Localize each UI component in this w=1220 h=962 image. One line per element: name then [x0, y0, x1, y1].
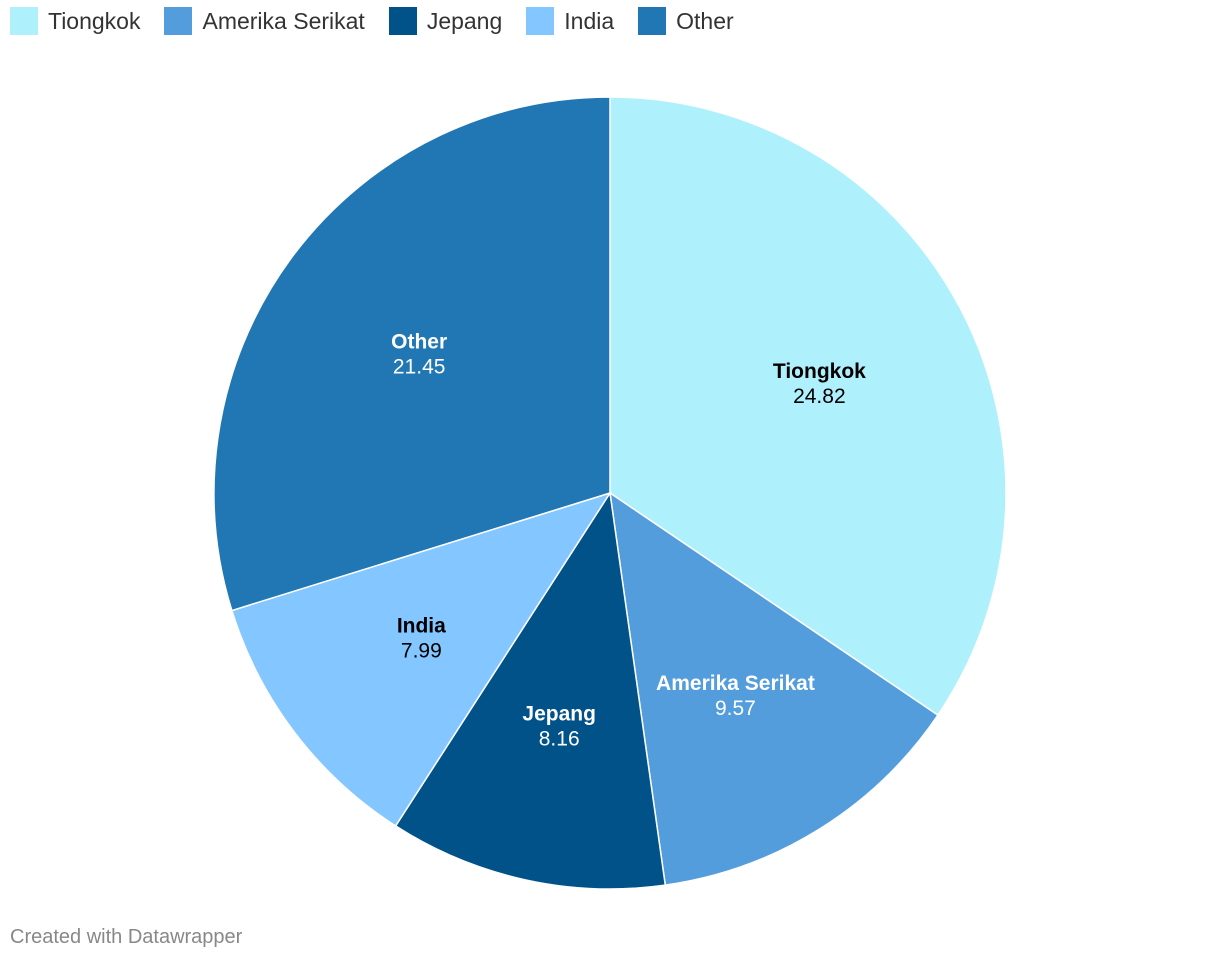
legend-label: India: [564, 8, 615, 34]
legend-label: Other: [676, 8, 734, 34]
legend-label: Tiongkok: [48, 8, 141, 34]
slice-label-value: 21.45: [393, 355, 446, 378]
slice-label-name: Tiongkok: [773, 360, 866, 383]
legend-item-tiongkok: Tiongkok: [10, 7, 140, 35]
legend-swatch: [526, 7, 555, 35]
slice-label-name: Other: [391, 330, 447, 353]
slice-label-value: 9.57: [715, 697, 756, 720]
legend-item-india: India: [526, 7, 614, 35]
legend-item-jepang: Jepang: [388, 7, 503, 35]
chart-legend: Tiongkok Amerika Serikat Jepang India Ot…: [10, 6, 758, 36]
legend-label: Jepang: [426, 8, 503, 34]
legend-swatch: [10, 7, 38, 35]
slice-label-value: 24.82: [793, 385, 846, 408]
slice-label-value: 8.16: [539, 727, 580, 750]
legend-swatch: [638, 7, 667, 35]
slice-label-name: Jepang: [522, 702, 596, 725]
slice-label-value: 7.99: [401, 639, 442, 662]
pie-slice-tiongkok: [609, 96, 1007, 717]
pie-slice-jepang: [394, 490, 667, 890]
pie-slices: [213, 96, 1007, 890]
pie-slice-amerika-serikat: [609, 491, 939, 886]
slice-label-name: Amerika Serikat: [656, 672, 815, 695]
legend-item-other: Other: [638, 7, 734, 35]
legend-swatch: [164, 7, 193, 35]
legend-swatch: [388, 7, 417, 35]
legend-label: Amerika Serikat: [202, 8, 365, 34]
slice-label-name: India: [397, 614, 446, 637]
legend-item-amerika-serikat: Amerika Serikat: [164, 7, 365, 35]
pie-slice-india: [230, 491, 612, 827]
footer-credit: Created with Datawrapper: [10, 926, 243, 948]
pie-slice-other: [213, 96, 611, 612]
